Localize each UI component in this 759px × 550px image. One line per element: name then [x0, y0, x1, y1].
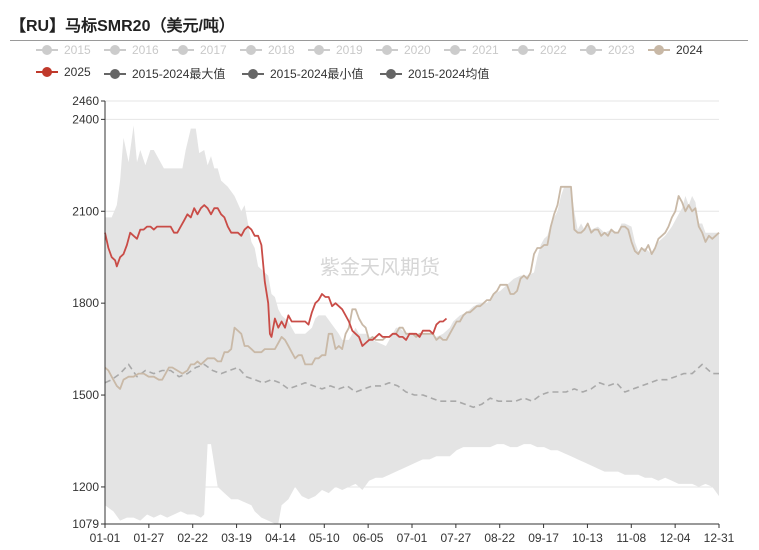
legend-label: 2015-2024最大值	[132, 67, 226, 81]
y-tick-label: 2460	[72, 94, 99, 108]
legend-label: 2024	[676, 43, 703, 57]
series-line-2015-2024均值	[104, 363, 719, 409]
legend-label: 2018	[268, 43, 295, 57]
x-tick-label: 09-17	[528, 531, 559, 545]
series-lines	[104, 185, 720, 409]
y-tick-label: 1079	[72, 517, 99, 531]
legend-marker	[512, 44, 534, 56]
y-tick-label: 2400	[72, 112, 99, 126]
legend-marker	[240, 44, 262, 56]
x-tick-label: 07-01	[397, 531, 428, 545]
x-tick-label: 01-27	[134, 531, 165, 545]
legend-item-2015-2024最小值[interactable]: 2015-2024最小值	[242, 65, 363, 82]
legend-item-2018[interactable]: 2018	[240, 43, 295, 57]
legend-label: 2016	[132, 43, 159, 57]
legend-item-2023[interactable]: 2023	[580, 43, 635, 57]
legend-marker	[444, 44, 466, 56]
legend-label: 2021	[472, 43, 499, 57]
legend-item-2016[interactable]: 2016	[104, 43, 159, 57]
legend-item-2022[interactable]: 2022	[512, 43, 567, 57]
legend-label: 2025	[64, 65, 91, 79]
legend-marker	[104, 44, 126, 56]
legend-marker	[308, 44, 330, 56]
x-tick-label: 05-10	[309, 531, 340, 545]
x-tick-label: 12-04	[660, 531, 691, 545]
legend-label: 2015-2024最小值	[270, 67, 364, 81]
legend-label: 2015-2024均值	[408, 67, 490, 81]
legend-marker	[36, 66, 58, 78]
x-tick-label: 03-19	[221, 531, 252, 545]
legend-item-2019[interactable]: 2019	[308, 43, 363, 57]
x-tick-label: 01-01	[90, 531, 121, 545]
legend-item-2024[interactable]: 2024	[648, 43, 703, 57]
legend-marker	[376, 44, 398, 56]
y-tick-label: 2100	[72, 204, 99, 218]
band-area	[105, 125, 719, 524]
x-tick-label: 06-05	[353, 531, 384, 545]
series-line-2025	[104, 204, 448, 347]
legend-item-2020[interactable]: 2020	[376, 43, 431, 57]
x-tick-label: 11-08	[616, 531, 646, 545]
legend-label: 2019	[336, 43, 363, 57]
legend-label: 2015	[64, 43, 91, 57]
legend-marker	[242, 68, 264, 80]
x-tick-label: 04-14	[265, 531, 296, 545]
x-tick-label: 08-22	[484, 531, 515, 545]
legend-marker	[104, 68, 126, 80]
x-tick-label: 02-22	[177, 531, 208, 545]
y-tick-label: 1500	[72, 388, 99, 402]
y-tick-label: 1200	[72, 480, 99, 494]
x-tick-label: 12-31	[704, 531, 735, 545]
legend-label: 2017	[200, 43, 227, 57]
legend-marker	[36, 44, 58, 56]
legend-label: 2022	[540, 43, 567, 57]
legend-label: 2020	[404, 43, 431, 57]
series-max-min-band	[105, 125, 719, 524]
y-tick-label: 1800	[72, 296, 99, 310]
x-tick-label: 10-13	[572, 531, 603, 545]
legend-marker	[172, 44, 194, 56]
x-tick-label: 07-27	[441, 531, 472, 545]
legend-label: 2023	[608, 43, 635, 57]
watermark: 紫金天风期货	[320, 256, 440, 279]
legend-marker	[380, 68, 402, 80]
legend-marker	[580, 44, 602, 56]
legend-item-2025[interactable]: 2025	[36, 65, 91, 79]
title-divider	[10, 40, 748, 41]
chart-title: 【RU】马标SMR20（美元/吨）	[10, 18, 235, 35]
legend-item-2021[interactable]: 2021	[444, 43, 499, 57]
legend-item-2015-2024最大值[interactable]: 2015-2024最大值	[104, 65, 225, 82]
legend-item-2015[interactable]: 2015	[36, 43, 91, 57]
legend-item-2017[interactable]: 2017	[172, 43, 227, 57]
axes: 1079 1200 1500 1800 2100 2400 2460 01-01 01-27 02…	[72, 94, 734, 545]
legend-item-2015-2024均值[interactable]: 2015-2024均值	[380, 65, 489, 82]
legend-marker	[648, 44, 670, 56]
